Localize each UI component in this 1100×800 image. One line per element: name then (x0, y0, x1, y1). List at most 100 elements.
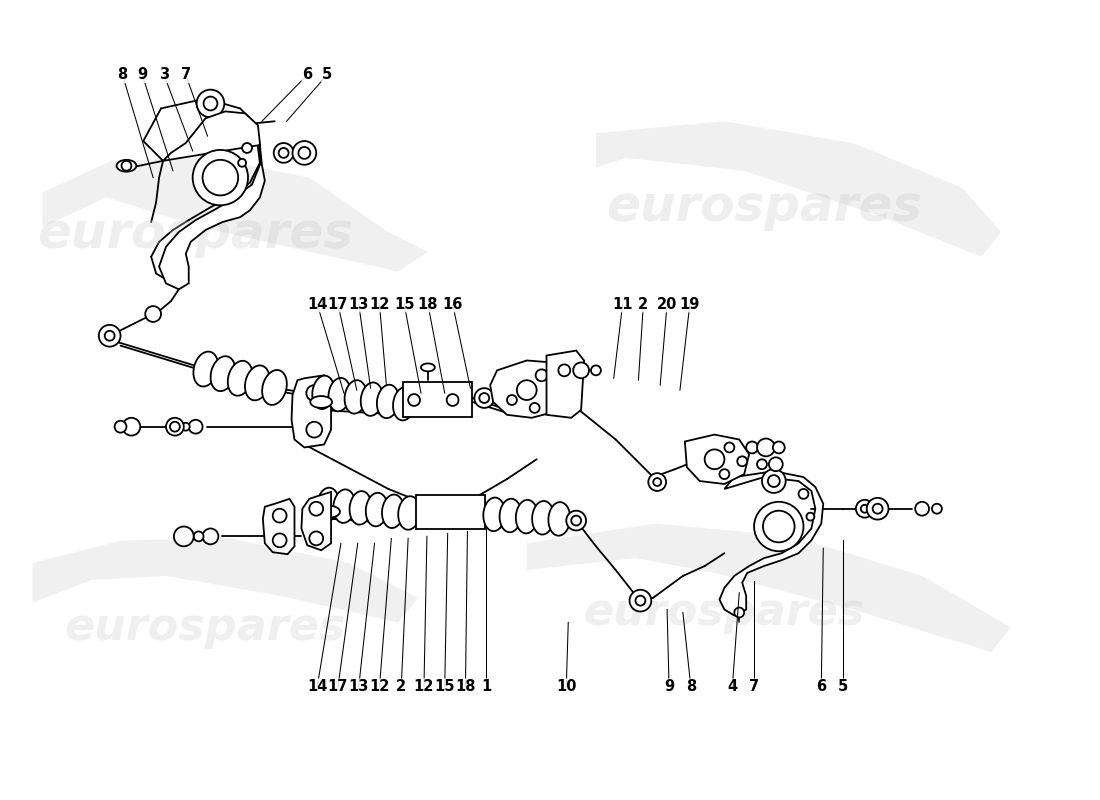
Polygon shape (160, 111, 265, 290)
Circle shape (114, 421, 126, 433)
Text: 7: 7 (180, 67, 190, 82)
Circle shape (591, 366, 601, 375)
Text: 5: 5 (322, 67, 332, 82)
Polygon shape (43, 158, 428, 271)
Polygon shape (719, 471, 823, 615)
Text: 6: 6 (816, 679, 826, 694)
Polygon shape (301, 492, 331, 550)
Circle shape (274, 143, 294, 162)
Text: 17: 17 (328, 297, 349, 312)
Ellipse shape (310, 396, 332, 408)
Text: 12: 12 (370, 679, 389, 694)
Ellipse shape (318, 506, 340, 518)
Text: 2: 2 (396, 679, 406, 694)
Circle shape (444, 510, 451, 517)
Circle shape (746, 442, 758, 454)
Circle shape (273, 534, 287, 547)
Circle shape (856, 500, 873, 518)
Circle shape (145, 306, 161, 322)
Text: 14: 14 (307, 297, 328, 312)
Circle shape (408, 394, 420, 406)
Circle shape (166, 418, 184, 435)
Text: 12: 12 (370, 297, 389, 312)
Circle shape (768, 475, 780, 487)
Circle shape (915, 502, 930, 516)
Polygon shape (685, 434, 749, 484)
Text: 9: 9 (138, 67, 147, 82)
Polygon shape (491, 361, 564, 418)
Circle shape (192, 150, 248, 206)
Circle shape (705, 450, 725, 469)
Ellipse shape (532, 501, 554, 534)
Ellipse shape (398, 496, 420, 530)
Circle shape (763, 510, 794, 542)
Circle shape (309, 502, 323, 516)
Circle shape (566, 510, 586, 530)
Circle shape (122, 418, 141, 435)
Circle shape (309, 531, 323, 546)
Text: 10: 10 (556, 679, 576, 694)
Ellipse shape (516, 500, 538, 534)
Circle shape (99, 325, 121, 346)
Text: 17: 17 (328, 679, 349, 694)
Circle shape (298, 147, 310, 159)
Ellipse shape (333, 490, 355, 523)
Circle shape (194, 531, 204, 542)
Circle shape (293, 141, 316, 165)
Ellipse shape (194, 351, 218, 386)
Circle shape (174, 526, 194, 546)
Circle shape (238, 159, 246, 166)
Circle shape (182, 422, 189, 430)
Text: 2: 2 (638, 297, 648, 312)
Circle shape (273, 509, 287, 522)
Circle shape (735, 607, 745, 618)
Ellipse shape (549, 502, 570, 536)
Circle shape (530, 403, 540, 413)
Text: eurospares: eurospares (584, 591, 865, 634)
Circle shape (653, 478, 661, 486)
Ellipse shape (393, 387, 415, 421)
Circle shape (648, 473, 667, 491)
Circle shape (242, 143, 252, 153)
Circle shape (799, 489, 808, 499)
Circle shape (757, 459, 767, 469)
Text: 15: 15 (434, 679, 455, 694)
Text: 11: 11 (613, 297, 632, 312)
Text: 20: 20 (657, 297, 678, 312)
Bar (404, 382, 472, 417)
Circle shape (725, 442, 735, 452)
Text: 18: 18 (418, 297, 438, 312)
Ellipse shape (361, 382, 383, 416)
Text: 19: 19 (680, 297, 700, 312)
Circle shape (719, 469, 729, 479)
Text: 12: 12 (414, 679, 435, 694)
Circle shape (204, 97, 218, 110)
Circle shape (197, 90, 224, 118)
Circle shape (189, 420, 202, 434)
Circle shape (507, 395, 517, 405)
Circle shape (278, 148, 288, 158)
Circle shape (867, 498, 889, 519)
Text: 8: 8 (685, 679, 696, 694)
Polygon shape (292, 375, 331, 447)
Circle shape (757, 438, 774, 456)
Circle shape (169, 422, 179, 432)
Text: 5: 5 (838, 679, 848, 694)
Circle shape (306, 385, 322, 401)
Circle shape (121, 161, 131, 170)
Text: 16: 16 (442, 297, 463, 312)
Circle shape (573, 362, 588, 378)
Text: 13: 13 (349, 297, 368, 312)
Circle shape (306, 422, 322, 438)
Circle shape (536, 370, 548, 382)
Ellipse shape (262, 370, 287, 405)
Circle shape (872, 504, 882, 514)
Circle shape (434, 501, 461, 526)
Ellipse shape (117, 160, 136, 172)
Ellipse shape (483, 498, 505, 531)
Circle shape (636, 596, 646, 606)
Ellipse shape (499, 498, 521, 532)
Polygon shape (547, 350, 584, 418)
Text: 7: 7 (749, 679, 759, 694)
Circle shape (755, 502, 803, 551)
